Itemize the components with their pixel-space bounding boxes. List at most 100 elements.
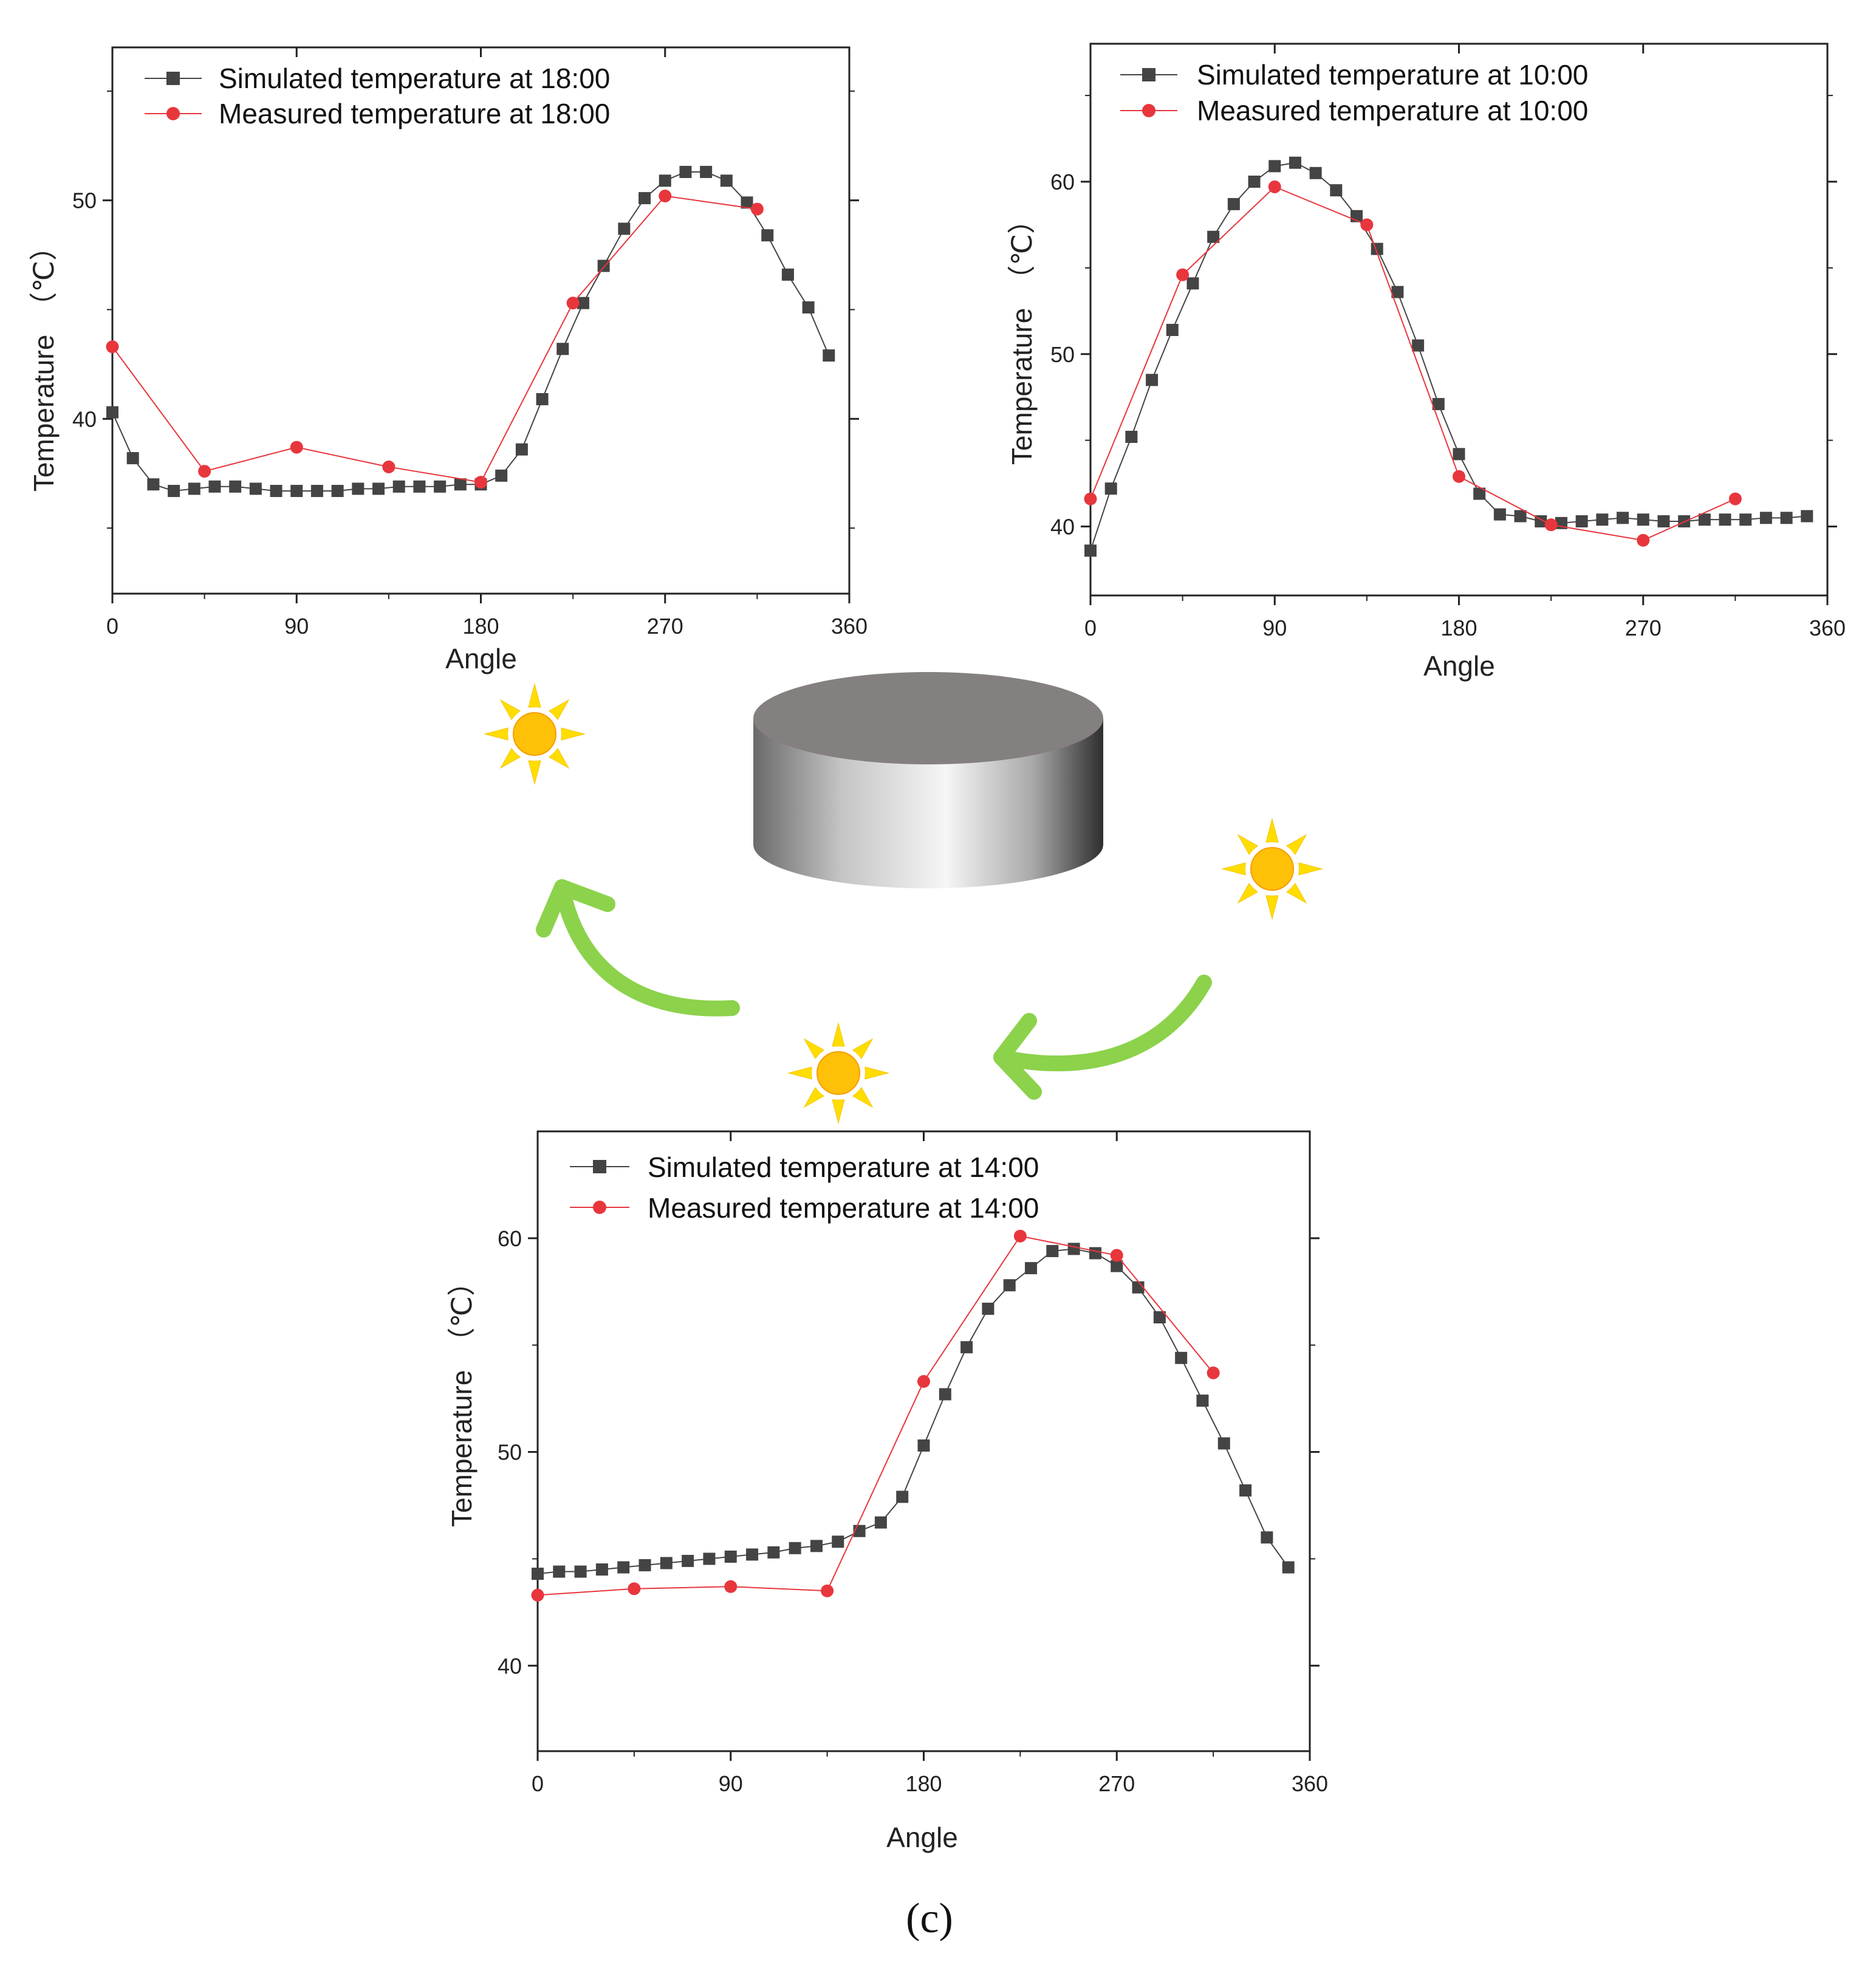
chart-18-measured-point: [382, 460, 395, 473]
chart-18-simulated-point: [577, 297, 589, 309]
chart-18-simulated-point: [352, 482, 365, 495]
chart-18-simulated-point: [638, 192, 651, 205]
chart-18-simulated-point: [823, 349, 835, 362]
chart-10-simulated-point: [1309, 166, 1322, 179]
chart-10-simulated-point: [1412, 339, 1425, 352]
chart-10-simulated-point: [1596, 513, 1609, 526]
curved-arrow-icon: [536, 879, 740, 1017]
chart-10-simulated-point: [1248, 176, 1261, 188]
chart-14-simulated-point: [917, 1439, 930, 1452]
chart-14-measured-point: [531, 1588, 544, 1602]
chart-18-measured-point: [566, 297, 580, 310]
chart-10-simulated-point: [1698, 513, 1711, 526]
chart-10-simulated-point: [1330, 184, 1343, 197]
chart-10-simulated-point: [1125, 430, 1138, 443]
chart-10-simulated-point: [1493, 508, 1506, 521]
chart-18-xtick-label: 360: [831, 614, 868, 639]
chart-14-simulated-point: [574, 1565, 587, 1578]
chart-10-simulated-point: [1084, 544, 1097, 557]
legend-measured-10-label: Measured temperature at 10:00: [1197, 95, 1588, 126]
chart-18-simulated-point: [249, 482, 262, 495]
chart-18-ylabel-group: Temperature（℃）: [28, 233, 60, 492]
chart-14-simulated-point: [617, 1561, 630, 1574]
chart-14-simulated-point: [832, 1535, 844, 1548]
chart-18-measured-point: [106, 340, 119, 354]
chart-10-simulated-point: [1186, 277, 1199, 290]
chart-14-xtick-label: 360: [1292, 1771, 1328, 1796]
chart-10-simulated-point: [1514, 510, 1527, 523]
chart-18-ylabel: Temperature（℃）: [28, 233, 60, 492]
chart-10-ylabel: Temperature（℃）: [1006, 206, 1038, 465]
chart-14-simulated-point: [1153, 1311, 1166, 1323]
chart-10-simulated-point: [1575, 515, 1588, 527]
chart-14-simulated-point: [1175, 1351, 1188, 1364]
chart-14-simulated-line: [537, 1248, 1289, 1575]
chart-10-xlabel: Angle: [1423, 650, 1495, 682]
chart-14-simulated-point: [1111, 1260, 1123, 1272]
chart-14-measured-point: [821, 1584, 834, 1597]
chart-14-legend: Simulated temperature at 14:00 Measured …: [570, 1151, 1039, 1224]
chart-18-simulated-point: [679, 165, 692, 178]
chart-18-simulated-point: [229, 480, 242, 493]
chart-18-simulated-point: [802, 301, 815, 314]
chart-18-simulated-point: [413, 480, 426, 493]
sun-icon: [1222, 818, 1323, 919]
chart-18-simulated-point: [270, 484, 282, 497]
legend-simulated-14-label: Simulated temperature at 14:00: [648, 1151, 1039, 1183]
chart-14-measured-point: [1013, 1229, 1027, 1243]
chart-18-simulated-point: [618, 222, 631, 235]
chart-18-simulated-line: [112, 171, 830, 492]
chart-18-measured-point: [290, 441, 303, 454]
chart-14-simulated-point: [810, 1540, 823, 1552]
chart-10-ytick-label: 60: [1050, 170, 1075, 194]
chart-14-simulated-point: [767, 1546, 780, 1559]
chart-14-measured-point: [1207, 1366, 1220, 1379]
chart-10-simulated-point: [1453, 448, 1465, 461]
chart-18-simulated-point: [720, 174, 733, 187]
chart-14-simulated-point: [874, 1516, 887, 1529]
chart-18-simulated-point: [659, 174, 671, 187]
chart-18-simulated-point: [700, 165, 713, 178]
legend-simulated-18-label: Simulated temperature at 18:00: [219, 63, 610, 94]
chart-14-xtick-label: 180: [905, 1771, 942, 1796]
chart-18-simulated-point: [331, 484, 344, 497]
legend-measured-10-marker-icon: [1142, 104, 1155, 117]
chart-10-simulated-point: [1801, 510, 1813, 523]
chart-18-simulated-point: [781, 268, 794, 281]
chart-18-simulated-point: [168, 484, 180, 497]
figure-caption: (c): [906, 1895, 953, 1942]
chart-14-simulated-point: [532, 1568, 544, 1580]
chart-10-simulated-point: [1780, 512, 1793, 524]
chart-14-measured-point: [1110, 1249, 1123, 1262]
chart-14-measured-point: [628, 1582, 641, 1596]
chart-10-measured-point: [1176, 268, 1190, 281]
chart-panel-10: 0 90 180 270 360 40 50 60 Simulated temperature…: [1006, 43, 1846, 682]
chart-14-xtick-label: 270: [1098, 1771, 1135, 1796]
chart-18-measured-point: [659, 190, 672, 203]
chart-14-simulated-point: [1239, 1484, 1252, 1497]
chart-14-ytick-label: 40: [498, 1653, 522, 1678]
chart-18-simulated-point: [597, 259, 610, 272]
chart-18-xtick-label: 90: [284, 614, 309, 639]
chart-10-simulated-point: [1104, 482, 1117, 495]
chart-18-simulated-point: [495, 469, 508, 482]
legend-simulated-18-marker-icon: [166, 72, 180, 85]
chart-10-xtick-label: 0: [1084, 616, 1097, 640]
chart-18-simulated-point: [392, 480, 405, 493]
chart-18-simulated-point: [372, 482, 385, 495]
chart-14-simulated-point: [1025, 1262, 1038, 1275]
chart-10-xtick-label: 360: [1809, 616, 1846, 640]
chart-10-simulated-point: [1268, 160, 1281, 173]
chart-10-measured-point: [1637, 533, 1650, 547]
chart-14-ylabel-group: Temperature（℃）: [446, 1268, 478, 1527]
chart-10-xtick-label: 180: [1440, 616, 1477, 640]
chart-14-xlabel: Angle: [886, 1822, 958, 1853]
chart-14-simulated-point: [1282, 1561, 1295, 1574]
chart-18-xtick-label: 0: [106, 614, 118, 639]
legend-measured-18-label: Measured temperature at 18:00: [219, 98, 610, 129]
chart-10-measured-point: [1453, 470, 1465, 483]
chart-18-simulated-point: [434, 480, 447, 493]
chart-14-ytick-label: 60: [498, 1226, 522, 1251]
chart-14-simulated-point: [960, 1341, 973, 1354]
